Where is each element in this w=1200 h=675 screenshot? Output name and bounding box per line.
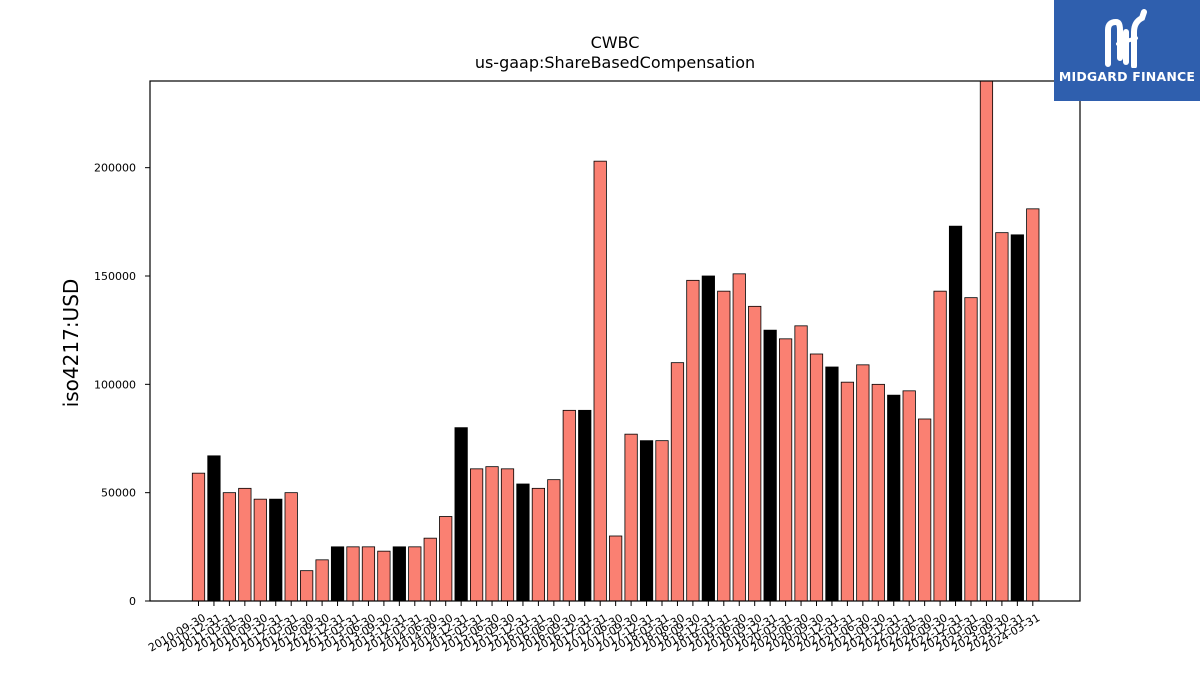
bar-2020-06-30 (794, 325, 808, 602)
bar-2013-09-30 (377, 550, 391, 602)
bar-2016-12-31 (578, 409, 592, 602)
plot-frame (149, 80, 1081, 602)
bar-2018-09-30 (686, 279, 700, 602)
midgard-logo-icon (1105, 9, 1147, 68)
y-tick-label: 0 (129, 595, 136, 608)
bar-2014-06-30 (423, 537, 437, 602)
bar-2013-03-31 (346, 546, 360, 602)
midgard-finance-logo: MIDGARD FINANCE (1054, 0, 1200, 101)
bar-2011-03-31 (222, 492, 236, 602)
bar-2010-09-30 (191, 472, 206, 602)
bar-2022-06-30 (918, 418, 932, 602)
bar-2019-09-30 (748, 305, 762, 602)
bar-2023-12-31 (1010, 234, 1024, 602)
bar-2018-06-30 (670, 362, 685, 602)
bar-2012-09-30 (315, 559, 329, 602)
y-tick-label: 50000 (101, 487, 136, 500)
bar-2017-09-30 (624, 433, 638, 602)
bar-2020-09-30 (809, 353, 824, 602)
bar-2015-06-30 (485, 466, 499, 602)
bar-2016-06-30 (547, 479, 561, 602)
bar-2020-03-31 (779, 338, 793, 602)
chart-subtitle: us-gaap:ShareBasedCompensation (475, 53, 755, 72)
bar-2014-03-31 (408, 546, 422, 602)
bar-2014-09-30 (439, 516, 453, 602)
bar-2023-03-31 (964, 297, 978, 602)
bar-2018-12-31 (701, 275, 715, 602)
bar-2023-06-30 (979, 80, 994, 602)
bar-2014-12-31 (454, 427, 468, 602)
bar-2012-06-30 (300, 570, 314, 602)
bar-2021-12-31 (887, 394, 901, 602)
chart-title: CWBC (591, 33, 640, 52)
bar-2015-09-30 (500, 468, 515, 602)
bar-2018-03-31 (655, 440, 669, 602)
bar-2011-06-30 (238, 487, 252, 602)
y-ticks-group: 0 50000 100000 150000 200000 (94, 162, 150, 608)
bar-2011-09-30 (253, 498, 267, 602)
bar-2019-12-31 (763, 329, 777, 602)
x-ticks-group: 2010-09-302010-12-312011-03-312011-06-30… (146, 601, 1042, 654)
bar-2013-06-30 (361, 546, 376, 602)
bar-2017-12-31 (639, 440, 654, 602)
bar-2021-03-31 (840, 381, 855, 602)
bar-2012-03-31 (284, 492, 298, 602)
bar-2011-12-31 (269, 498, 283, 602)
bar-2015-03-31 (469, 468, 484, 602)
bar-2024-03-31 (1026, 208, 1040, 602)
bar-2016-09-30 (562, 409, 576, 602)
bars-group (191, 80, 1040, 602)
bar-2022-09-30 (933, 290, 947, 602)
y-tick-label: 200000 (94, 162, 136, 175)
bar-2015-12-31 (516, 483, 530, 602)
y-axis-label: iso4217:USD (59, 279, 83, 408)
bar-2017-03-31 (593, 160, 607, 602)
y-tick-label: 150000 (94, 270, 136, 283)
bar-2023-09-30 (995, 232, 1009, 602)
logo-text: MIDGARD FINANCE (1058, 69, 1196, 84)
bar-2010-12-31 (207, 455, 221, 602)
bar-2013-12-31 (392, 546, 406, 602)
bar-2021-06-30 (856, 364, 870, 602)
bar-2022-03-31 (902, 390, 916, 602)
bar-2020-12-31 (825, 366, 839, 602)
bar-2016-03-31 (531, 487, 546, 602)
bar-2021-09-30 (871, 383, 885, 602)
bar-2019-06-30 (732, 273, 746, 602)
bar-2017-06-30 (609, 535, 623, 602)
bar-2022-12-31 (948, 225, 963, 602)
y-tick-label: 100000 (94, 378, 136, 391)
bar-2012-12-31 (330, 546, 345, 602)
bar-2019-03-31 (717, 290, 731, 602)
